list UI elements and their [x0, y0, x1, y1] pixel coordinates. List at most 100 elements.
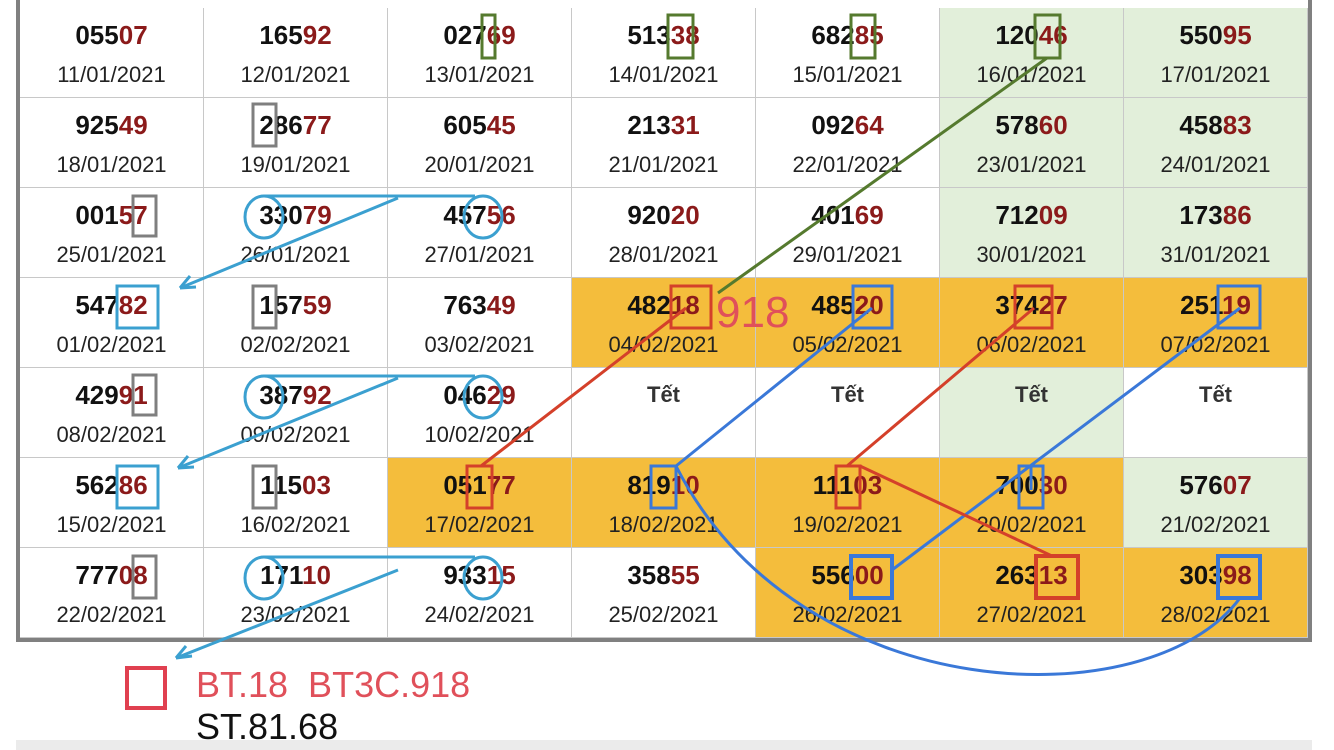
draw-date: 24/02/2021	[424, 602, 535, 627]
table-cell: 02769 13/01/2021	[388, 8, 572, 98]
table-cell: 76349 03/02/2021	[388, 278, 572, 368]
number-tail: 03	[302, 470, 331, 500]
table-cell: Tết	[940, 368, 1124, 458]
number-tail: 98	[1222, 560, 1252, 590]
number-lead: 550	[1179, 20, 1223, 50]
draw-date: 27/01/2021	[424, 242, 535, 267]
result-number: 57860	[940, 110, 1123, 141]
cyan-marks	[115, 194, 504, 660]
number-lead: 401	[811, 200, 855, 230]
number-tail: 83	[1222, 110, 1252, 140]
circle	[462, 194, 504, 240]
draw-date: 20/02/2021	[976, 512, 1087, 537]
result-number: 12046	[940, 20, 1123, 51]
box	[666, 13, 695, 60]
holiday-label: Tết	[1199, 382, 1232, 407]
table-cell: 17110 23/02/2021	[204, 548, 388, 638]
box	[851, 284, 894, 330]
number-tail: 69	[486, 20, 516, 50]
result-number: 40169	[756, 200, 939, 231]
legend-line: BT.18 BT3C.918	[196, 664, 471, 705]
draw-date: 19/01/2021	[240, 152, 351, 177]
draw-date: 13/01/2021	[424, 62, 535, 87]
draw-date: 08/02/2021	[56, 422, 167, 447]
number-lead: 001	[75, 200, 119, 230]
link-line	[175, 194, 475, 660]
link-line	[674, 306, 1242, 676]
number-tail: 60	[1038, 110, 1068, 140]
result-number: 02769	[388, 20, 571, 51]
number-tail: 19	[1222, 290, 1251, 320]
number-tail: 09	[1038, 200, 1068, 230]
number-lead: 777	[75, 560, 119, 590]
number-tail: 86	[118, 470, 148, 500]
draw-date: 17/02/2021	[424, 512, 535, 537]
number-tail: 64	[854, 110, 884, 140]
result-number: 51338	[572, 20, 755, 51]
table-cell: 28677 19/01/2021	[204, 98, 388, 188]
link-line	[480, 306, 1053, 558]
number-tail: 77	[302, 110, 332, 140]
result-number: 54782	[20, 290, 203, 321]
draw-date: 24/01/2021	[1160, 152, 1271, 177]
lottery-table: 05507 11/01/2021 16592 12/01/2021 02769 13/01…	[16, 0, 1312, 642]
number-tail: 92	[302, 380, 332, 410]
number-lead: 213	[627, 110, 671, 140]
table-cell: 16592 12/01/2021	[204, 8, 388, 98]
table-cell: 38792 09/02/2021	[204, 368, 388, 458]
number-tail: 20	[854, 290, 884, 320]
draw-date: 02/02/2021	[240, 332, 351, 357]
number-lead: 115	[260, 470, 303, 500]
number-lead: 055	[75, 20, 119, 50]
number-lead: 576	[1179, 470, 1223, 500]
result-number: 05507	[20, 20, 203, 51]
number-tail: 86	[1222, 200, 1252, 230]
draw-date: 18/02/2021	[608, 512, 719, 537]
number-tail: 59	[302, 290, 332, 320]
draw-date: 11/01/2021	[57, 62, 166, 87]
draw-date: 20/01/2021	[424, 152, 535, 177]
box	[1033, 13, 1062, 60]
number-tail: 45	[486, 110, 516, 140]
draw-date: 15/01/2021	[792, 62, 903, 87]
table-cell: 12046 16/01/2021	[940, 8, 1124, 98]
circle	[243, 374, 285, 420]
result-number: 38792	[204, 380, 387, 411]
draw-date: 23/01/2021	[976, 152, 1087, 177]
table-cell: 68285 15/01/2021	[756, 8, 940, 98]
number-lead: 111	[812, 470, 854, 500]
draw-date: 22/02/2021	[56, 602, 167, 627]
result-number: 48520	[756, 290, 939, 321]
number-lead: 547	[75, 290, 119, 320]
number-lead: 157	[259, 290, 303, 320]
draw-date: 06/02/2021	[976, 332, 1087, 357]
draw-date: 21/01/2021	[608, 152, 719, 177]
draw-date: 29/01/2021	[792, 242, 903, 267]
table-cell: 55600 26/02/2021	[756, 548, 940, 638]
draw-date: 30/01/2021	[976, 242, 1087, 267]
number-tail: 46	[1038, 20, 1068, 50]
number-lead: 562	[75, 470, 119, 500]
table-cell: 92549 18/01/2021	[20, 98, 204, 188]
number-tail: 00	[854, 560, 884, 590]
draw-date: 12/01/2021	[240, 62, 351, 87]
box	[251, 284, 278, 330]
number-lead: 682	[811, 20, 855, 50]
result-number: 92020	[572, 200, 755, 231]
table-cell: 56286 15/02/2021	[20, 458, 204, 548]
draw-date: 16/02/2021	[240, 512, 351, 537]
table-cell: Tết	[572, 368, 756, 458]
number-lead: 358	[627, 560, 671, 590]
table-cell: 25119 07/02/2021	[1124, 278, 1308, 368]
draw-date: 19/02/2021	[792, 512, 903, 537]
draw-date: 27/02/2021	[976, 602, 1087, 627]
draw-date: 25/01/2021	[56, 242, 167, 267]
number-lead: 485	[811, 290, 855, 320]
table-cell: 51338 14/01/2021	[572, 8, 756, 98]
result-number: 71209	[940, 200, 1123, 231]
result-number: 92549	[20, 110, 203, 141]
number-lead: 374	[995, 290, 1039, 320]
table-cell: 54782 01/02/2021	[20, 278, 204, 368]
draw-date: 14/01/2021	[608, 62, 719, 87]
box	[115, 464, 160, 510]
